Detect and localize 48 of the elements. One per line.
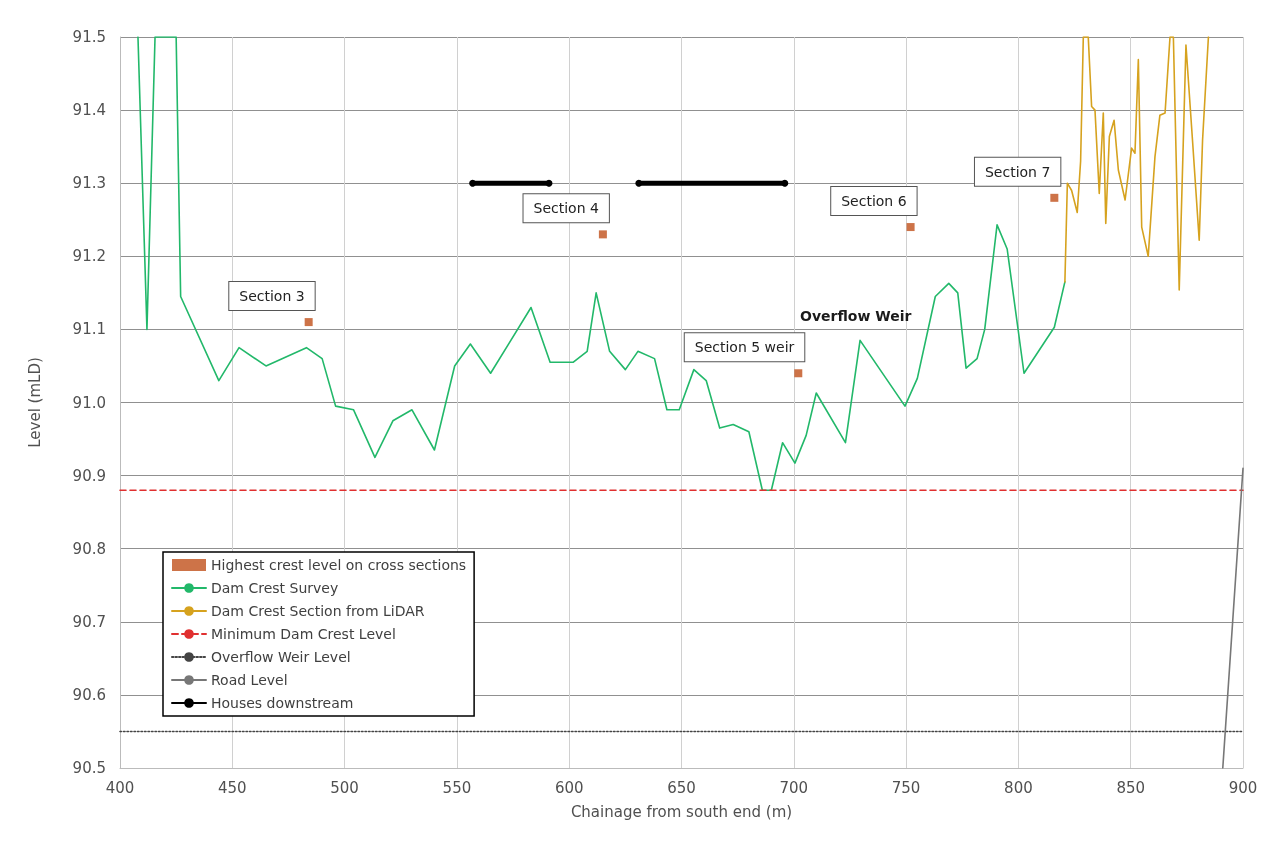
y-tick-label: 91.5 — [72, 28, 106, 46]
line-series — [1064, 36, 1210, 291]
x-tick-label: 600 — [554, 778, 584, 797]
x-tick-label: 450 — [217, 778, 247, 797]
x-tick-label: 500 — [330, 778, 359, 797]
x-tick-label: 550 — [442, 778, 472, 797]
y-tick-label: 90.8 — [72, 539, 106, 558]
point — [545, 179, 553, 187]
y-tick-label: 91.0 — [72, 393, 106, 412]
x-tick-label: 900 — [1228, 778, 1258, 797]
point — [469, 179, 477, 187]
y-tick-label: 90.9 — [72, 466, 106, 485]
y-axis-title: Level (mLD) — [25, 357, 44, 448]
annotation: Section 7 — [984, 163, 1051, 180]
point — [304, 318, 313, 327]
point — [906, 223, 915, 232]
legend-label: Road Level — [211, 672, 288, 688]
point — [598, 230, 607, 239]
x-tick-label: 850 — [1116, 778, 1146, 797]
y-tick-label: 91.1 — [72, 320, 106, 339]
legend-label: Minimum Dam Crest Level — [211, 626, 396, 642]
annotation: Overflow Weir — [800, 308, 912, 324]
point — [781, 179, 789, 187]
x-tick-label: 400 — [105, 778, 135, 797]
x-tick-label: 700 — [779, 778, 809, 797]
annotation: Section 3 — [239, 288, 305, 305]
annotation: Section 6 — [841, 193, 907, 210]
annotation: Section 5 weir — [694, 339, 795, 356]
point — [1050, 193, 1059, 202]
legend-label: Dam Crest Section from LiDAR — [211, 603, 425, 619]
line-series — [137, 36, 1066, 492]
y-tick-label: 90.7 — [72, 612, 106, 631]
y-tick-label: 91.4 — [72, 101, 106, 120]
annotation: Section 4 — [533, 200, 599, 217]
x-axis-title: Chainage from south end (m) — [570, 802, 793, 821]
point — [794, 369, 803, 378]
y-tick-label: 91.3 — [72, 174, 106, 193]
y-tick-label: 90.5 — [72, 759, 106, 777]
legend-label: Dam Crest Survey — [211, 580, 339, 596]
legend-label: Highest crest level on cross sections — [211, 557, 467, 573]
x-tick-label: 800 — [1004, 778, 1033, 797]
x-tick-label: 650 — [667, 778, 696, 797]
y-tick-label: 90.6 — [72, 685, 106, 704]
legend-label: Overflow Weir Level — [211, 649, 351, 665]
point — [635, 179, 643, 187]
y-tick-label: 91.2 — [72, 247, 106, 266]
x-tick-label: 750 — [891, 778, 921, 797]
legend-label: Houses downstream — [211, 695, 354, 711]
